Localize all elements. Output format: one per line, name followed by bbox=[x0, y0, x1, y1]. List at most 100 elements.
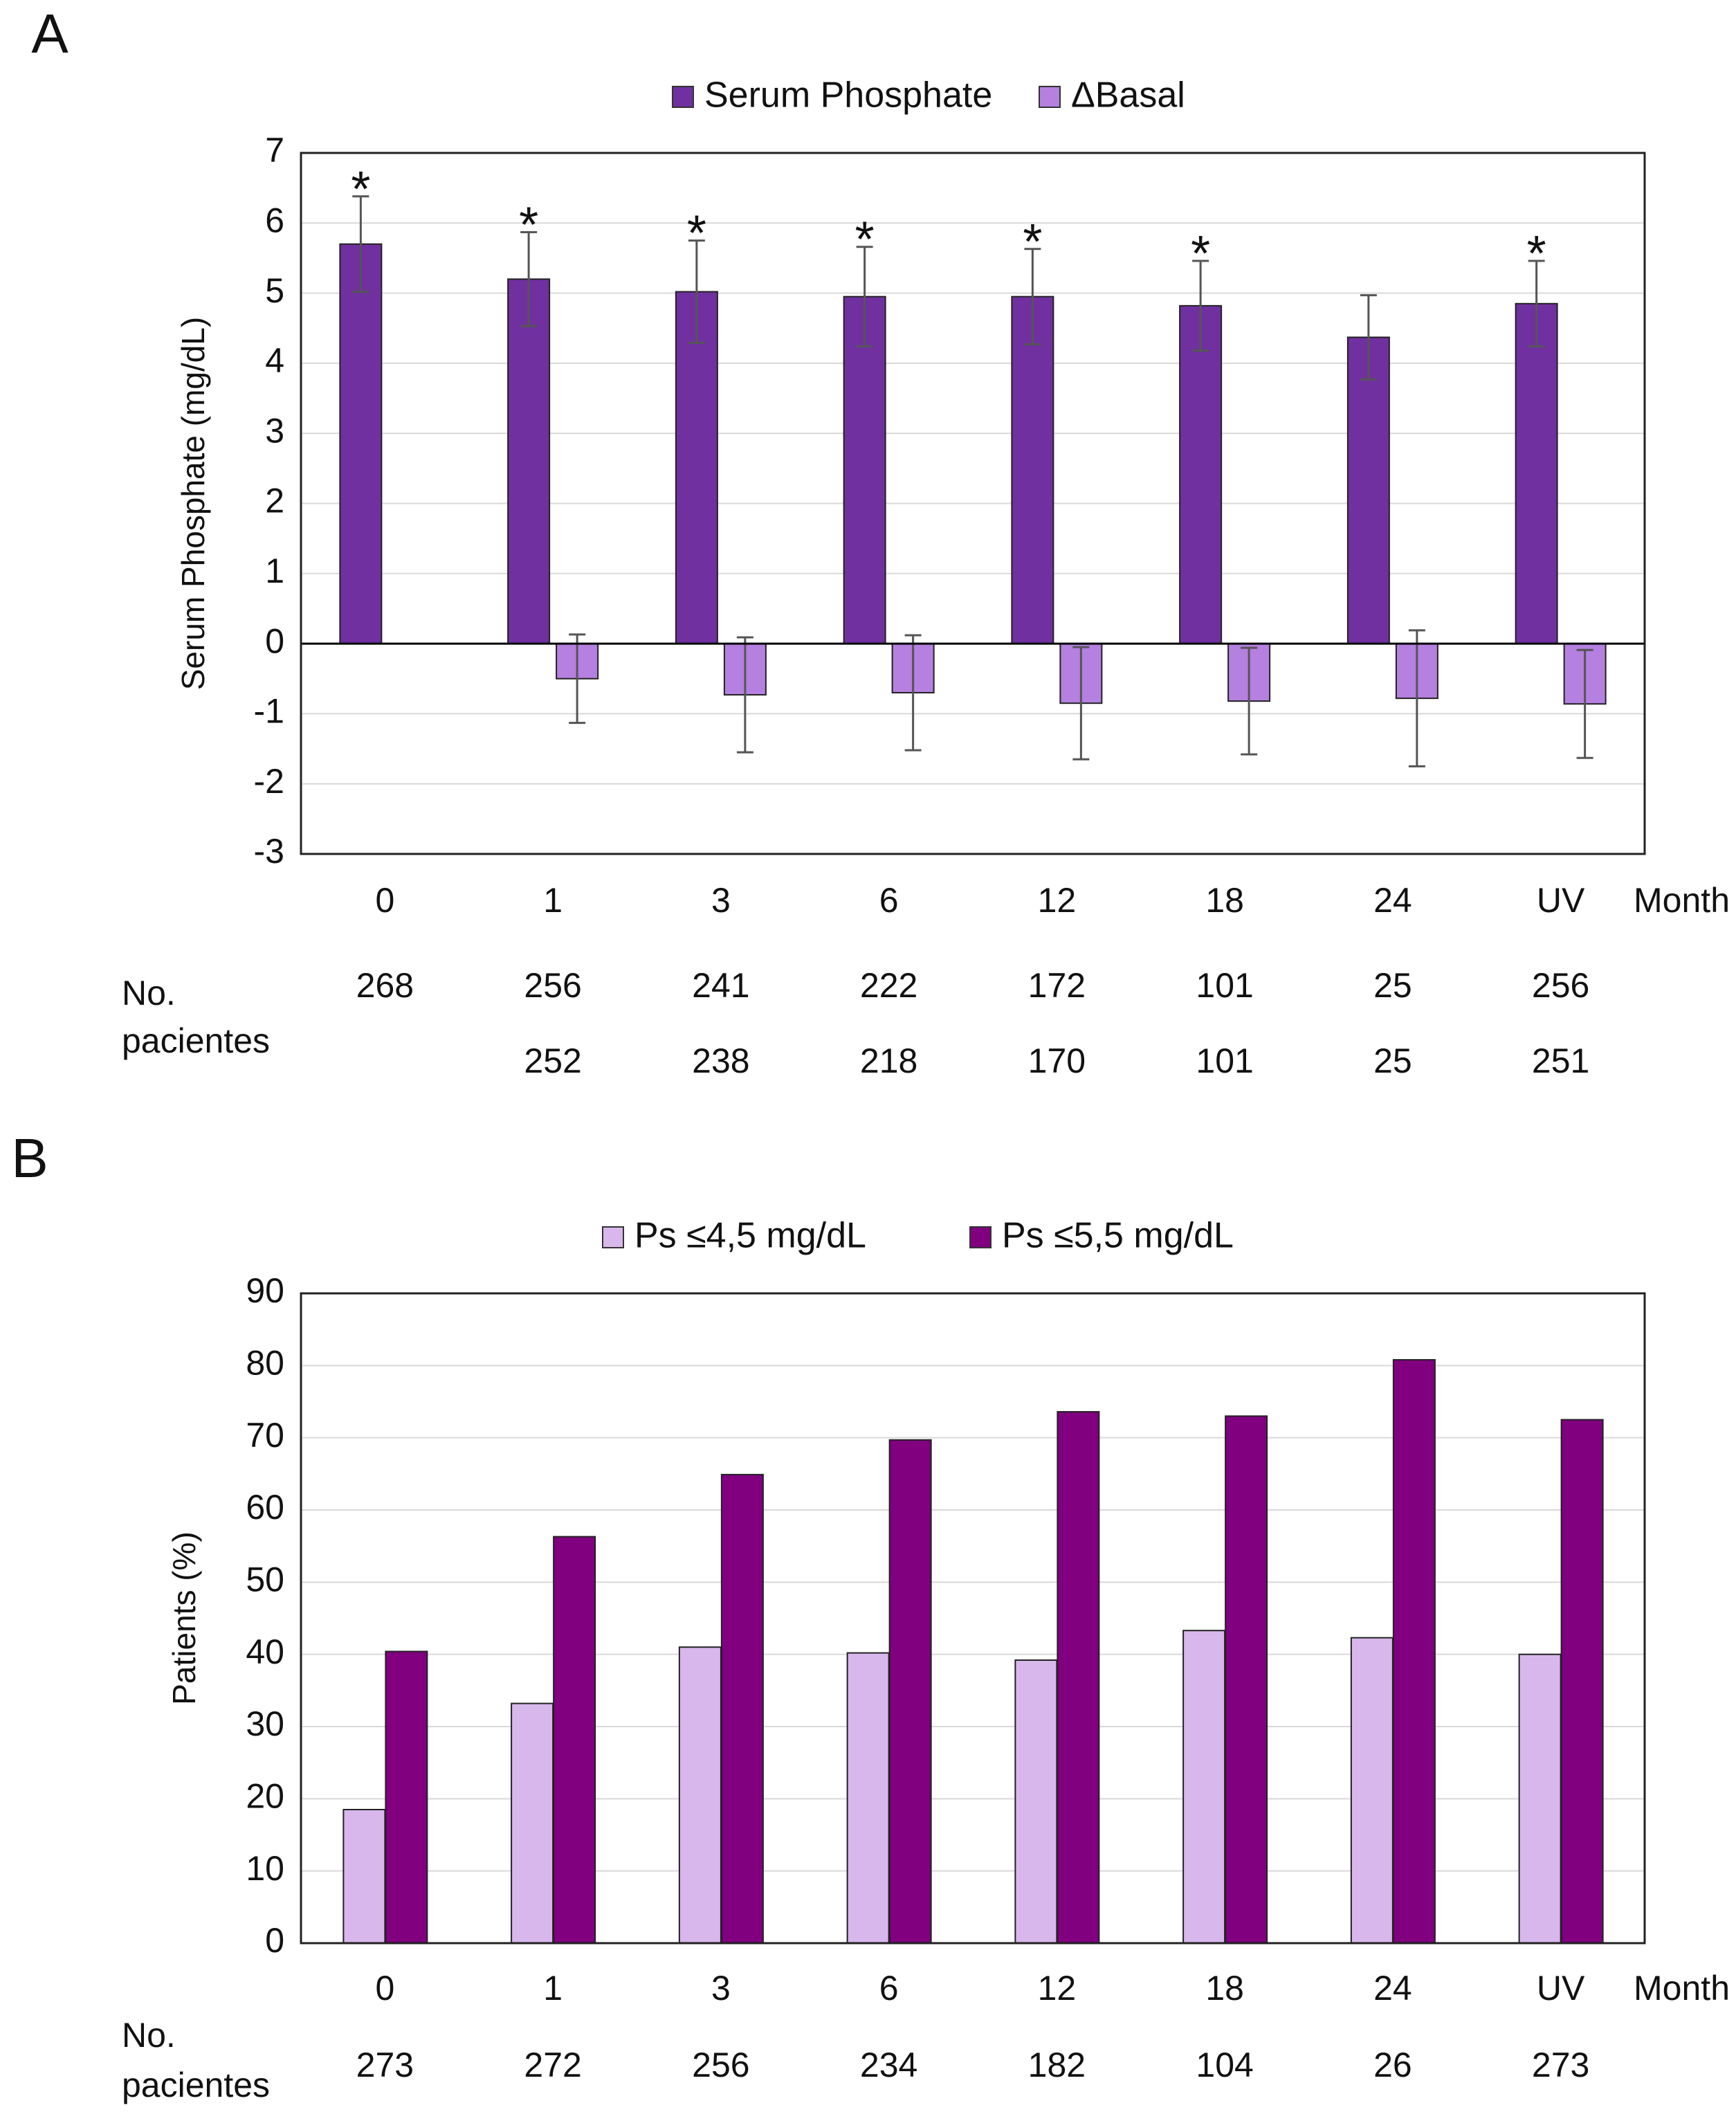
bar bbox=[846, 1652, 890, 1945]
y-tick-label: 20 bbox=[246, 1777, 284, 1816]
y-tick-label: -2 bbox=[254, 762, 284, 801]
x-tick-label: UV bbox=[1537, 881, 1585, 920]
patient-count: 273 bbox=[1532, 2046, 1589, 2084]
x-tick-label: 18 bbox=[1205, 1969, 1244, 2008]
significance-marker: * bbox=[1191, 226, 1210, 282]
x-tick-label: 6 bbox=[879, 1969, 899, 2008]
bar bbox=[1057, 1411, 1100, 1944]
patient-count: 238 bbox=[692, 1041, 749, 1080]
patient-count: 256 bbox=[1532, 966, 1589, 1005]
patient-count: 172 bbox=[1028, 966, 1086, 1005]
legend-swatch bbox=[969, 1226, 992, 1248]
y-tick-label: 30 bbox=[246, 1704, 284, 1743]
x-tick-label: 12 bbox=[1038, 881, 1077, 920]
x-tick-label: 3 bbox=[711, 1969, 731, 2008]
bar bbox=[1011, 295, 1054, 645]
y-tick-label: 60 bbox=[246, 1488, 284, 1527]
patient-count: 241 bbox=[692, 966, 749, 1005]
patient-count: 218 bbox=[860, 1041, 917, 1080]
bar bbox=[1182, 1630, 1226, 1944]
bar bbox=[678, 1646, 722, 1945]
y-tick-label: -1 bbox=[254, 692, 284, 731]
patient-count: 252 bbox=[524, 1041, 581, 1080]
panel-label: A bbox=[31, 3, 68, 64]
bar bbox=[675, 291, 718, 645]
patient-count: 104 bbox=[1196, 2046, 1253, 2084]
patient-count: 251 bbox=[1532, 1041, 1589, 1080]
y-tick-label: 0 bbox=[265, 621, 284, 660]
x-tick-label: 24 bbox=[1373, 1969, 1412, 2008]
patients-label: No. bbox=[122, 974, 176, 1012]
bar bbox=[385, 1650, 428, 1945]
x-axis-label: Month bbox=[1634, 881, 1730, 920]
bar bbox=[339, 243, 383, 645]
x-tick-label: 0 bbox=[375, 1969, 394, 2008]
legend-label: Serum Phosphate bbox=[704, 75, 992, 116]
error-bar bbox=[1192, 260, 1209, 352]
bar bbox=[1350, 1637, 1394, 1944]
patient-count: 272 bbox=[524, 2046, 581, 2084]
patient-count: 182 bbox=[1028, 2046, 1086, 2084]
y-tick-label: 1 bbox=[265, 552, 284, 590]
legend-label: Ps ≤5,5 mg/dL bbox=[1002, 1216, 1234, 1256]
error-bar bbox=[569, 633, 586, 725]
patient-count: 101 bbox=[1196, 966, 1253, 1005]
panel-label: B bbox=[11, 1127, 48, 1189]
error-bar bbox=[688, 239, 705, 345]
significance-marker: * bbox=[1527, 226, 1546, 282]
error-bar bbox=[1408, 629, 1425, 767]
y-tick-label: 80 bbox=[246, 1344, 284, 1383]
error-bar bbox=[1528, 260, 1545, 348]
significance-marker: * bbox=[687, 206, 706, 262]
patient-count: 170 bbox=[1028, 1041, 1086, 1080]
error-bar bbox=[904, 634, 922, 752]
y-tick-label: 10 bbox=[246, 1849, 284, 1888]
bar bbox=[1225, 1415, 1268, 1945]
legend-swatch bbox=[672, 86, 694, 108]
bar bbox=[553, 1536, 596, 1944]
x-tick-label: 6 bbox=[879, 881, 899, 920]
x-tick-label: 12 bbox=[1038, 1969, 1077, 2008]
significance-marker: * bbox=[855, 212, 875, 268]
y-tick-label: 3 bbox=[265, 411, 284, 450]
error-bar bbox=[1576, 648, 1593, 759]
y-tick-label: 7 bbox=[265, 131, 284, 170]
legend-label: Ps ≤4,5 mg/dL bbox=[634, 1216, 866, 1256]
legend-swatch bbox=[1039, 86, 1061, 108]
x-tick-label: 1 bbox=[543, 881, 563, 920]
bar bbox=[888, 1439, 932, 1944]
error-bar bbox=[856, 246, 873, 348]
x-tick-label: UV bbox=[1537, 1969, 1585, 2008]
error-bar bbox=[520, 230, 538, 327]
bar bbox=[1179, 304, 1223, 645]
patients-label: No. bbox=[122, 2016, 176, 2055]
patient-count: 256 bbox=[524, 966, 581, 1005]
bar bbox=[1392, 1358, 1436, 1944]
patients-label: pacientes bbox=[122, 2066, 270, 2104]
bar bbox=[720, 1473, 764, 1945]
y-tick-label: 0 bbox=[265, 1921, 284, 1960]
y-tick-label: 40 bbox=[246, 1632, 284, 1671]
plot-frame bbox=[300, 1292, 1646, 1945]
bar bbox=[1515, 302, 1558, 645]
bar bbox=[843, 295, 886, 645]
error-bar bbox=[352, 195, 369, 293]
y-tick-label: 4 bbox=[265, 341, 284, 380]
bar bbox=[1346, 336, 1390, 645]
significance-marker: * bbox=[519, 197, 538, 253]
patients-label: pacientes bbox=[122, 1021, 270, 1060]
y-tick-label: 5 bbox=[265, 271, 284, 310]
error-bar bbox=[1360, 294, 1377, 381]
bar bbox=[507, 278, 551, 645]
x-tick-label: 24 bbox=[1373, 881, 1412, 920]
bar bbox=[1518, 1653, 1562, 1945]
significance-marker: * bbox=[351, 162, 370, 217]
x-tick-label: 1 bbox=[543, 1969, 563, 2008]
patient-count: 25 bbox=[1373, 966, 1412, 1005]
bar bbox=[342, 1808, 386, 1945]
y-tick-label: 2 bbox=[265, 482, 284, 520]
error-bar bbox=[1024, 248, 1041, 346]
plot-frame bbox=[300, 152, 1646, 855]
y-axis-label: Serum Phosphate (mg/dL) bbox=[175, 317, 211, 691]
